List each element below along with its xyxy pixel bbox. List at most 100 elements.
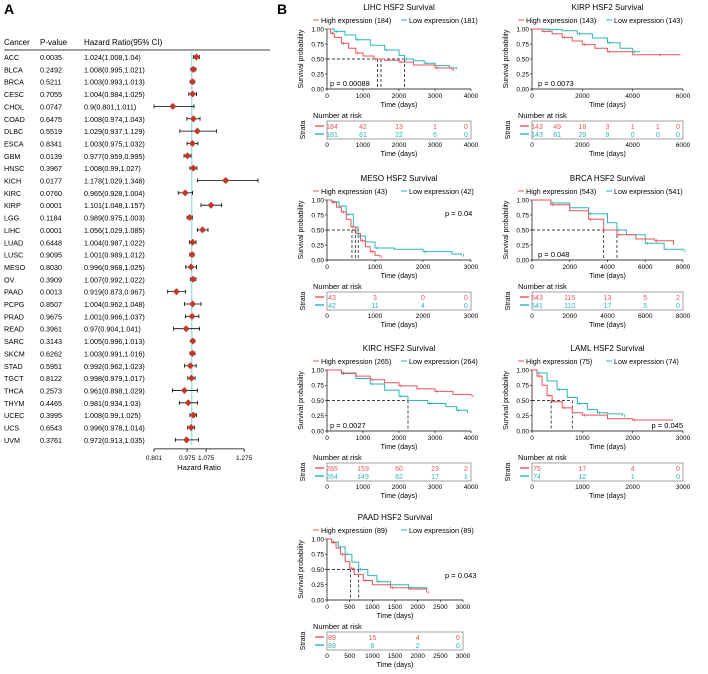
row-pvalue: 0.8030 (40, 263, 62, 272)
risk-x-tick-label: 3000 (676, 484, 691, 491)
y-axis-title: Survival probability (503, 200, 510, 259)
row-hr: 1.005(0.996,1.013) (84, 337, 145, 346)
row-hr: 1.007(0.992,1.022) (84, 275, 145, 284)
legend-high: High expression (43) (321, 187, 387, 196)
km-title: LAML HSF2 Survival (571, 344, 645, 353)
risk-low-count: 0 (676, 474, 680, 481)
risk-low-count: 6 (433, 132, 437, 139)
hr-point (188, 78, 196, 86)
hr-point (198, 226, 206, 234)
risk-high-count: 18 (578, 124, 586, 131)
risk-high-count: 1 (631, 124, 635, 131)
row-hr: 1.004(0.987,1.022) (84, 238, 145, 247)
risk-x-tick-label: 3000 (456, 653, 471, 660)
low-expression-curve (327, 199, 462, 256)
row-cancer: BRCA (4, 78, 24, 87)
y-tick-label: 0.50 (516, 227, 529, 234)
row-cancer: COAD (4, 115, 25, 124)
km-title: KIRP HSF2 Survival (572, 3, 644, 12)
y-tick-label: 0.50 (311, 56, 324, 63)
row-cancer: OV (4, 275, 15, 284)
row-hr: 1.008(0.99,1.027) (84, 164, 141, 173)
row-cancer: LUAD (4, 238, 23, 247)
row-cancer: DLBC (4, 127, 23, 136)
row-cancer: UVM (4, 436, 20, 445)
high-expression-curve (327, 199, 381, 257)
y-tick-label: 1.00 (516, 197, 529, 204)
row-cancer: UCEC (4, 411, 24, 420)
row-hr: 1.003(0.993,1.013) (84, 78, 145, 87)
risk-x-tick-label: 1000 (365, 653, 380, 660)
x-tick-label: 3000 (456, 604, 471, 611)
risk-x-tick-label: 500 (344, 653, 355, 660)
row-hr: 0.919(0.873,0.967) (84, 288, 145, 297)
row-hr: 0.996(0.968,1.025) (84, 263, 145, 272)
low-expression-curve (327, 538, 428, 590)
y-tick-label: 1.00 (516, 367, 529, 374)
risk-x-tick-label: 3000 (464, 313, 479, 320)
row-cancer: KIRC (4, 189, 21, 198)
y-tick-label: 1.00 (311, 197, 324, 204)
risk-x-tick-label: 3000 (428, 142, 443, 149)
risk-x-tick-label: 0 (325, 313, 329, 320)
risk-box (326, 291, 472, 311)
row-hr: 0.981(0.934,1.03) (84, 399, 141, 408)
legend-low: Low expression (143) (614, 16, 683, 25)
row-pvalue: 0.6262 (40, 349, 62, 358)
risk-high-count: 0 (464, 124, 468, 131)
km-plots: LIHC HSF2 Survival High expression (184) L… (298, 3, 691, 669)
row-pvalue: 0.0747 (40, 102, 62, 111)
y-tick-label: 0.50 (516, 398, 529, 405)
x-axis-title: Time (days) (589, 444, 626, 451)
risk-x-tick-label: 2500 (433, 653, 448, 660)
risk-high-count: 0 (676, 124, 680, 131)
risk-x-tick-label: 1000 (356, 142, 371, 149)
row-cancer: THYM (4, 399, 24, 408)
y-tick-label: 0.00 (311, 86, 324, 93)
risk-high-count: 265 (326, 466, 338, 473)
row-hr: 0.977(0.959,0.995) (84, 152, 145, 161)
hr-point (222, 177, 230, 184)
row-hr: 0.989(0.975,1.003) (84, 214, 145, 223)
risk-box (531, 462, 684, 482)
row-pvalue: 0.9095 (40, 251, 62, 260)
risk-title: Number at risk (313, 111, 362, 120)
hr-point (183, 436, 191, 444)
risk-low-count: 29 (578, 132, 586, 139)
row-cancer: PAAD (4, 288, 23, 297)
panel-a-label: A (4, 1, 14, 17)
risk-low-count: 1 (464, 474, 468, 481)
x-tick-label: 0 (325, 604, 329, 611)
risk-x-tick-label: 8000 (676, 313, 691, 320)
x-tick-label: 3000 (464, 264, 479, 271)
risk-high-count: 159 (357, 466, 369, 473)
row-hr: 0.996(0.978,1.014) (84, 424, 145, 433)
risk-x-tick-label: 2000 (392, 484, 407, 491)
p-value: p = 0.0027 (330, 421, 366, 430)
y-axis-title: Survival probability (503, 371, 510, 430)
risk-low-count: 143 (531, 132, 543, 139)
low-expression-curve (532, 369, 624, 416)
strata-label: Strata (300, 292, 307, 311)
risk-x-axis-title: Time (days) (589, 493, 626, 500)
panel-b-label: B (277, 1, 287, 17)
row-hr: 0.998(0.979,1.017) (84, 374, 145, 383)
risk-high-count: 89 (328, 635, 336, 642)
strata-label: Strata (505, 463, 512, 482)
risk-title: Number at risk (313, 282, 362, 291)
hr-point (184, 399, 192, 407)
risk-x-tick-label: 4000 (625, 142, 640, 149)
risk-x-tick-label: 6000 (638, 313, 653, 320)
risk-low-count: 264 (326, 474, 338, 481)
header-hr: Hazard Ratio(95% CI) (84, 38, 163, 47)
risk-low-count: 1 (631, 474, 635, 481)
y-tick-label: 0.75 (311, 552, 324, 559)
row-hr: 1.004(0.984,1.025) (84, 90, 145, 99)
row-pvalue: 0.0139 (40, 152, 62, 161)
row-hr: 0.972(0.913,1.035) (84, 436, 145, 445)
row-pvalue: 0.1184 (40, 214, 61, 223)
hr-point (189, 90, 197, 98)
row-hr: 1.003(0.975,1.032) (84, 139, 145, 148)
risk-high-count: 2 (464, 466, 468, 473)
risk-low-count: 0 (456, 643, 460, 650)
